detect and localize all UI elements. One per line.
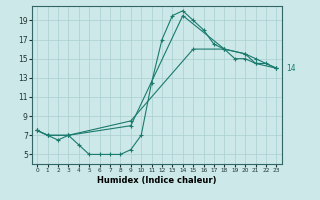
Text: 14: 14 <box>286 64 295 73</box>
X-axis label: Humidex (Indice chaleur): Humidex (Indice chaleur) <box>97 176 217 185</box>
